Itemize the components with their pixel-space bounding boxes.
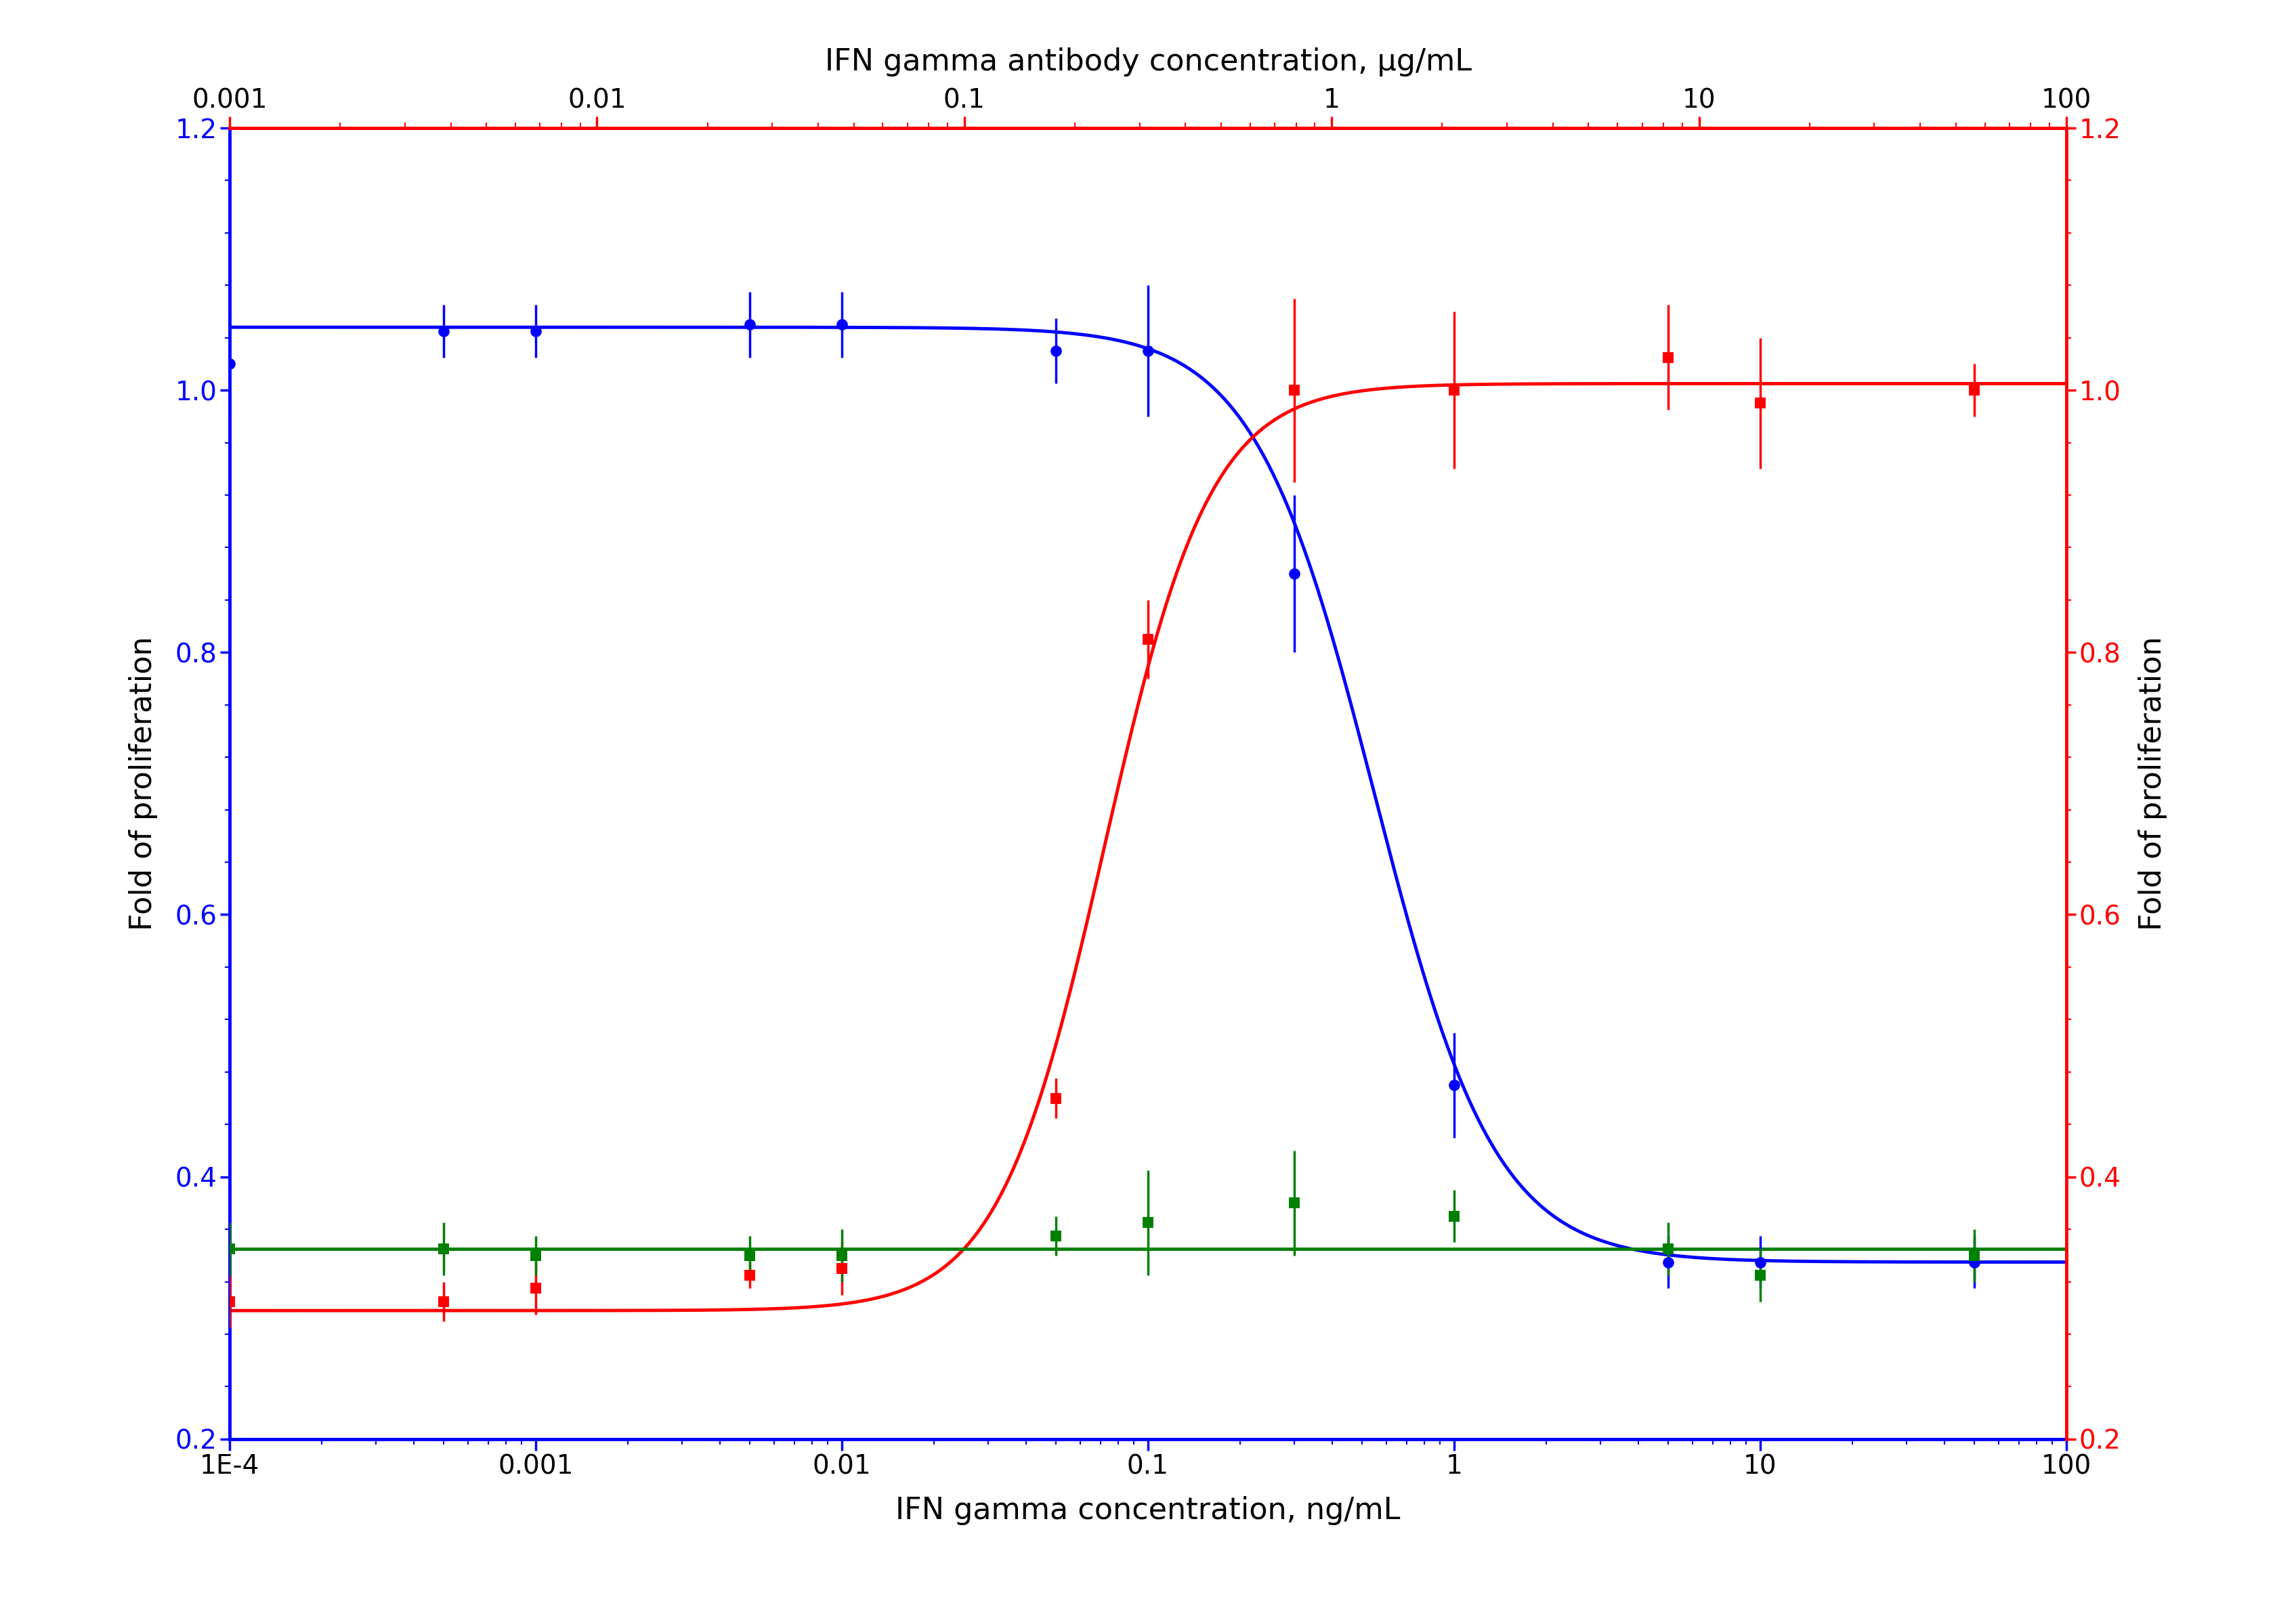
X-axis label: IFN gamma antibody concentration, μg/mL: IFN gamma antibody concentration, μg/mL (824, 48, 1472, 77)
Y-axis label: Fold of proliferation: Fold of proliferation (2138, 636, 2167, 931)
Y-axis label: Fold of proliferation: Fold of proliferation (129, 636, 158, 931)
X-axis label: IFN gamma concentration, ng/mL: IFN gamma concentration, ng/mL (895, 1497, 1401, 1525)
